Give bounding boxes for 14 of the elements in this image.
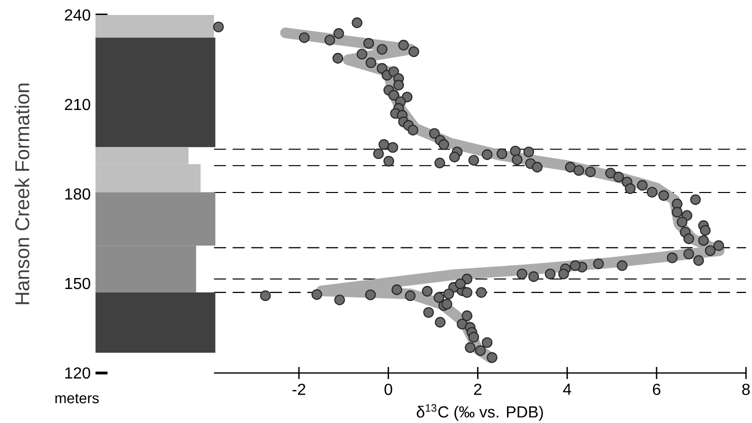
- x-tick-label: 8: [742, 384, 750, 396]
- text: meters: [55, 394, 99, 404]
- x-tick-label: 4: [563, 384, 572, 395]
- x-tick-label: -2: [292, 384, 306, 395]
- x-tick-label: 2: [474, 384, 482, 395]
- x-axis-title: δ$^{13}$C (‰ vs. PDB): [416, 404, 543, 421]
- y-axis-title: Hanson Creek Formation: [14, 84, 30, 304]
- y-tick-label: 240: [64, 9, 90, 21]
- y-tick-label: 210: [64, 98, 90, 110]
- x-tick-label: 6: [652, 384, 660, 396]
- y-tick-label: 180: [65, 188, 90, 200]
- y-tick-label: 120: [65, 367, 90, 379]
- x-tick-label: 0: [384, 384, 392, 396]
- y-tick-label: 150: [65, 278, 90, 290]
